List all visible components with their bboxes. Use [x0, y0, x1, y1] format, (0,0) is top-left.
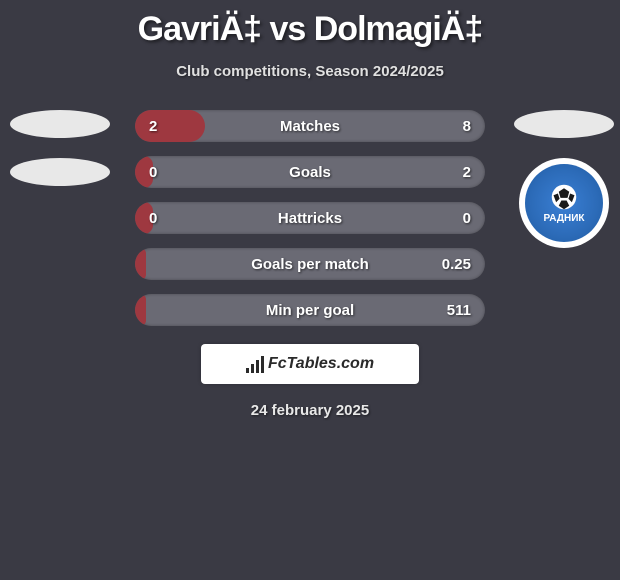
stat-label: Hattricks — [135, 202, 485, 234]
stat-rows: 2 Matches 8 0 Goals 2 0 Hattricks 0 Goal… — [135, 110, 485, 326]
page-title: GavriÄ‡ vs DolmagiÄ‡ — [138, 10, 483, 49]
team-logo-placeholder — [10, 158, 110, 186]
team-logo-radnik: РАДНИК — [519, 158, 609, 248]
stat-label: Matches — [135, 110, 485, 142]
team-logo-placeholder — [10, 110, 110, 138]
right-logos: РАДНИК — [514, 110, 614, 248]
stat-row: 0 Goals 2 — [135, 156, 485, 188]
soccer-ball-icon — [550, 183, 578, 211]
stat-label: Min per goal — [135, 294, 485, 326]
stat-label: Goals — [135, 156, 485, 188]
branding-box[interactable]: FcTables.com — [201, 344, 419, 384]
left-logos — [10, 110, 110, 186]
stat-right-value: 0.25 — [442, 248, 471, 280]
date-text: 24 february 2025 — [0, 402, 620, 419]
stat-right-value: 2 — [463, 156, 471, 188]
stat-row: Goals per match 0.25 — [135, 248, 485, 280]
subtitle: Club competitions, Season 2024/2025 — [176, 63, 444, 80]
team-logo-placeholder — [514, 110, 614, 138]
brand-bars-icon — [246, 355, 264, 373]
stat-row: 0 Hattricks 0 — [135, 202, 485, 234]
stat-row: Min per goal 511 — [135, 294, 485, 326]
stat-right-value: 8 — [463, 110, 471, 142]
stat-row: 2 Matches 8 — [135, 110, 485, 142]
stat-right-value: 511 — [447, 294, 471, 326]
radnik-badge: РАДНИК — [525, 164, 603, 242]
stat-right-value: 0 — [463, 202, 471, 234]
brand-text: FcTables.com — [268, 355, 374, 373]
stat-label: Goals per match — [135, 248, 485, 280]
comparison-content: РАДНИК 2 Matches 8 0 Goals 2 0 Hattricks… — [0, 110, 620, 419]
radnik-text-top: РАДНИК — [543, 213, 584, 224]
